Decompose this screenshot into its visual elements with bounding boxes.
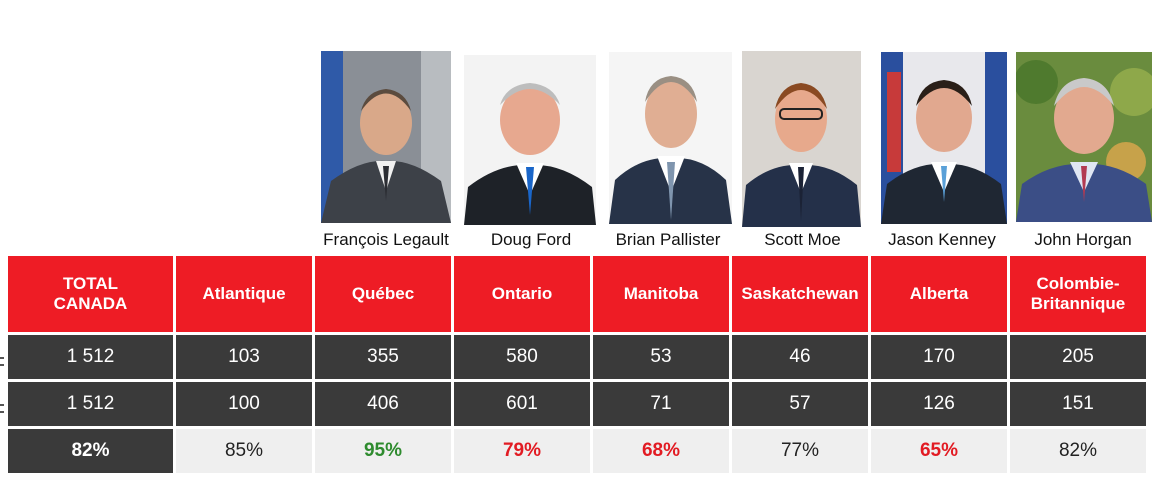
- table-cell: 46: [732, 335, 868, 379]
- table-cell: 1 512: [8, 335, 173, 379]
- table-cell: 601: [454, 382, 590, 426]
- header-atlantique: Atlantique: [176, 256, 312, 332]
- portrait-jason-kenney: [881, 52, 1007, 224]
- table-cell: 100: [176, 382, 312, 426]
- premier-name: Scott Moe: [764, 230, 841, 249]
- percent-cell: 95%: [315, 429, 451, 473]
- portrait-francois-legault: [321, 51, 451, 223]
- premier-name: Doug Ford: [490, 230, 572, 249]
- header-alberta: Alberta: [871, 256, 1007, 332]
- portrait-john-horgan: [1016, 52, 1152, 222]
- table-cell: 580: [454, 335, 590, 379]
- table-cell: 355: [315, 335, 451, 379]
- percent-cell: 85%: [176, 429, 312, 473]
- header-colombie-britannique: Colombie- Britannique: [1010, 256, 1146, 332]
- table-cell: 406: [315, 382, 451, 426]
- premier-name: John Horgan: [1034, 230, 1132, 249]
- edge-mark: [0, 364, 4, 366]
- table-cell: 205: [1010, 335, 1146, 379]
- percent-cell: 68%: [593, 429, 729, 473]
- header-quebec: Québec: [315, 256, 451, 332]
- edge-mark: [0, 404, 4, 406]
- percent-cell: 82%: [1010, 429, 1146, 473]
- percent-cell: 82%: [8, 429, 173, 473]
- portrait-doug-ford: [464, 55, 596, 225]
- edge-mark: [0, 357, 4, 359]
- header-total-canada: TOTAL CANADA: [8, 256, 173, 332]
- table-cell: 170: [871, 335, 1007, 379]
- percent-cell: 79%: [454, 429, 590, 473]
- table-cell: 57: [732, 382, 868, 426]
- table-cell: 71: [593, 382, 729, 426]
- table-cell: 126: [871, 382, 1007, 426]
- premier-portraits: François Legault Doug Ford Brian Pallist…: [321, 51, 1152, 249]
- percent-cell: 77%: [732, 429, 868, 473]
- percent-cell: 65%: [871, 429, 1007, 473]
- header-manitoba: Manitoba: [593, 256, 729, 332]
- results-table: TOTAL CANADA Atlantique Québec Ontario M…: [8, 256, 1146, 473]
- premier-name: Brian Pallister: [615, 230, 721, 249]
- portrait-scott-moe: [742, 51, 861, 227]
- header-ontario: Ontario: [454, 256, 590, 332]
- table-cell: 151: [1010, 382, 1146, 426]
- edge-mark: [0, 411, 4, 413]
- table-cell: 1 512: [8, 382, 173, 426]
- portrait-brian-pallister: [609, 52, 732, 224]
- table-cell: 53: [593, 335, 729, 379]
- header-saskatchewan: Saskatchewan: [732, 256, 868, 332]
- table-cell: 103: [176, 335, 312, 379]
- premier-name: Jason Kenney: [888, 230, 996, 249]
- premier-name: François Legault: [323, 230, 449, 249]
